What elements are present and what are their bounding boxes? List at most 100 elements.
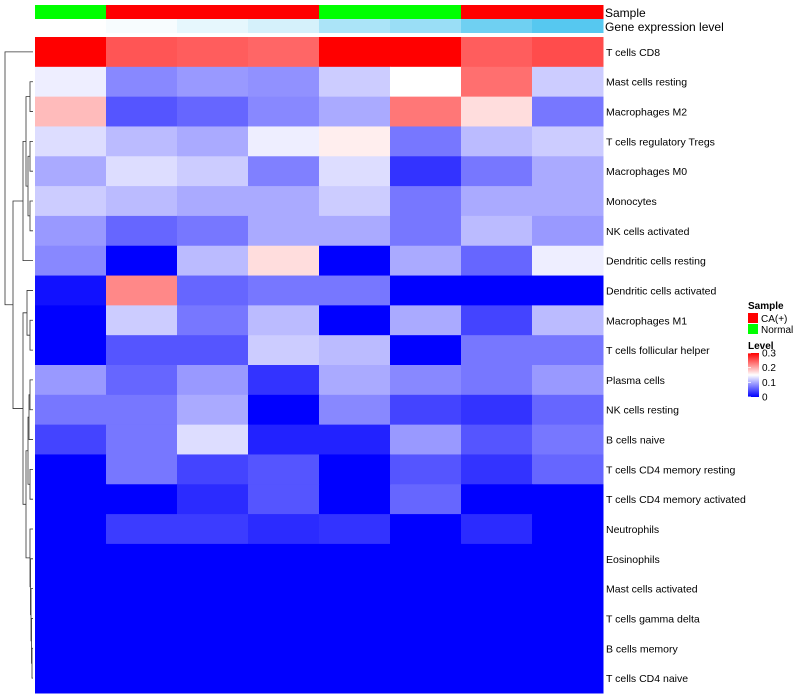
heatmap-cell bbox=[106, 424, 178, 455]
heatmap-cell bbox=[532, 335, 604, 366]
dendrogram-branch bbox=[30, 588, 33, 642]
heatmap-cell bbox=[35, 186, 107, 217]
heatmap-cell bbox=[532, 156, 604, 187]
heatmap-cell bbox=[35, 603, 107, 634]
heatmap-cell bbox=[35, 543, 107, 575]
heatmap-cell bbox=[390, 335, 462, 366]
heatmap-cell bbox=[35, 335, 107, 366]
heatmap-cell bbox=[319, 335, 391, 366]
heatmap-cell bbox=[532, 275, 604, 306]
heatmap-cell bbox=[35, 37, 107, 68]
row-label: B cells naive bbox=[606, 435, 665, 447]
heatmap-cell bbox=[106, 66, 178, 98]
legend-level-title: Level bbox=[748, 341, 774, 352]
heatmap-cell bbox=[390, 215, 462, 247]
heatmap-cell bbox=[532, 37, 604, 68]
heatmap-cell bbox=[532, 126, 604, 157]
heatmap-cell bbox=[390, 514, 462, 545]
heatmap-cell bbox=[390, 186, 462, 217]
heatmap-cell bbox=[177, 335, 249, 366]
dendrogram-branch bbox=[29, 319, 33, 351]
heatmap-cell bbox=[461, 275, 533, 306]
heatmap-cell bbox=[35, 424, 107, 455]
heatmap-cell bbox=[532, 454, 604, 485]
heatmap-cell bbox=[461, 126, 533, 157]
heatmap-cell bbox=[106, 663, 178, 694]
heatmap-cell bbox=[248, 394, 320, 426]
row-label: T cells CD4 memory resting bbox=[606, 464, 735, 476]
dendrogram-branch bbox=[12, 200, 23, 409]
heatmap-cell bbox=[35, 215, 107, 247]
heatmap-cell bbox=[532, 394, 604, 426]
heatmap-cell bbox=[177, 394, 249, 426]
row-label: B cells memory bbox=[606, 643, 679, 655]
heatmap-cell bbox=[248, 424, 320, 455]
legend-tick-label: 0 bbox=[762, 393, 768, 404]
row-label: Macrophages M1 bbox=[606, 315, 687, 327]
heatmap-cell bbox=[461, 633, 533, 664]
row-label: T cells CD4 memory activated bbox=[606, 494, 746, 506]
heatmap-cell bbox=[177, 603, 249, 634]
heatmap-cell bbox=[319, 305, 391, 336]
heatmap-cell bbox=[248, 365, 320, 396]
heatmap-cell bbox=[248, 543, 320, 575]
heatmap-cell bbox=[319, 484, 391, 515]
heatmap-cell bbox=[106, 245, 178, 277]
heatmap-cell bbox=[106, 305, 178, 336]
column-annotations bbox=[35, 5, 604, 33]
heatmap-cell bbox=[106, 484, 178, 515]
sample-annotation-cell bbox=[319, 5, 391, 19]
heatmap-cell bbox=[35, 573, 107, 605]
heatmap-cell bbox=[319, 245, 391, 277]
sample-annotation-cell bbox=[106, 5, 178, 19]
heatmap-cell bbox=[248, 633, 320, 664]
heatmap-cell bbox=[319, 37, 391, 68]
heatmap-cell bbox=[390, 37, 462, 68]
dendrogram-branch bbox=[31, 647, 33, 679]
heatmap-cell bbox=[106, 394, 178, 426]
heatmap-cell bbox=[248, 275, 320, 306]
heatmap-cell bbox=[461, 573, 533, 605]
heatmap-cell bbox=[319, 543, 391, 575]
heatmap-cell bbox=[248, 186, 320, 217]
heatmap-cell bbox=[390, 454, 462, 485]
heatmap-cell bbox=[461, 484, 533, 515]
sample-annotation-cell bbox=[248, 5, 320, 19]
row-label: Plasma cells bbox=[606, 375, 665, 387]
gene-expression-annotation-cell bbox=[461, 19, 533, 33]
row-label: T cells CD4 naive bbox=[606, 673, 688, 685]
heatmap-cell bbox=[319, 424, 391, 455]
heatmap-cell bbox=[106, 543, 178, 575]
heatmap-cell bbox=[248, 335, 320, 366]
row-label: Dendritic cells activated bbox=[606, 285, 716, 297]
heatmap-cell bbox=[532, 603, 604, 634]
heatmap-cell bbox=[106, 156, 178, 187]
heatmap-cell bbox=[390, 484, 462, 515]
heatmap-cell bbox=[390, 156, 462, 187]
heatmap-cell bbox=[248, 484, 320, 515]
heatmap-cell bbox=[319, 66, 391, 98]
heatmap-cell bbox=[319, 156, 391, 187]
heatmap-cell bbox=[461, 335, 533, 366]
gene-expression-annotation-cell bbox=[319, 19, 391, 33]
row-label: Monocytes bbox=[606, 196, 657, 208]
heatmap-cell bbox=[35, 454, 107, 485]
heatmap-cell bbox=[35, 633, 107, 664]
heatmap-cell bbox=[35, 245, 107, 277]
legend-color-bar bbox=[748, 353, 759, 397]
heatmap-cell bbox=[106, 96, 178, 127]
heatmap-cell bbox=[106, 573, 178, 605]
heatmap-cell bbox=[390, 543, 462, 575]
heatmap-cell bbox=[106, 335, 178, 366]
row-label: Mast cells resting bbox=[606, 77, 687, 89]
heatmap-cell bbox=[177, 514, 249, 545]
annotation-label-sample: Sample bbox=[605, 6, 646, 20]
heatmap-cell bbox=[248, 454, 320, 485]
heatmap-cell bbox=[461, 37, 533, 68]
legend-label-normal: Normal bbox=[761, 325, 793, 336]
heatmap-cell bbox=[390, 305, 462, 336]
heatmap-cell bbox=[532, 484, 604, 515]
heatmap-cell bbox=[319, 603, 391, 634]
heatmap-cell bbox=[532, 573, 604, 605]
legend-swatch-ca bbox=[748, 313, 758, 323]
